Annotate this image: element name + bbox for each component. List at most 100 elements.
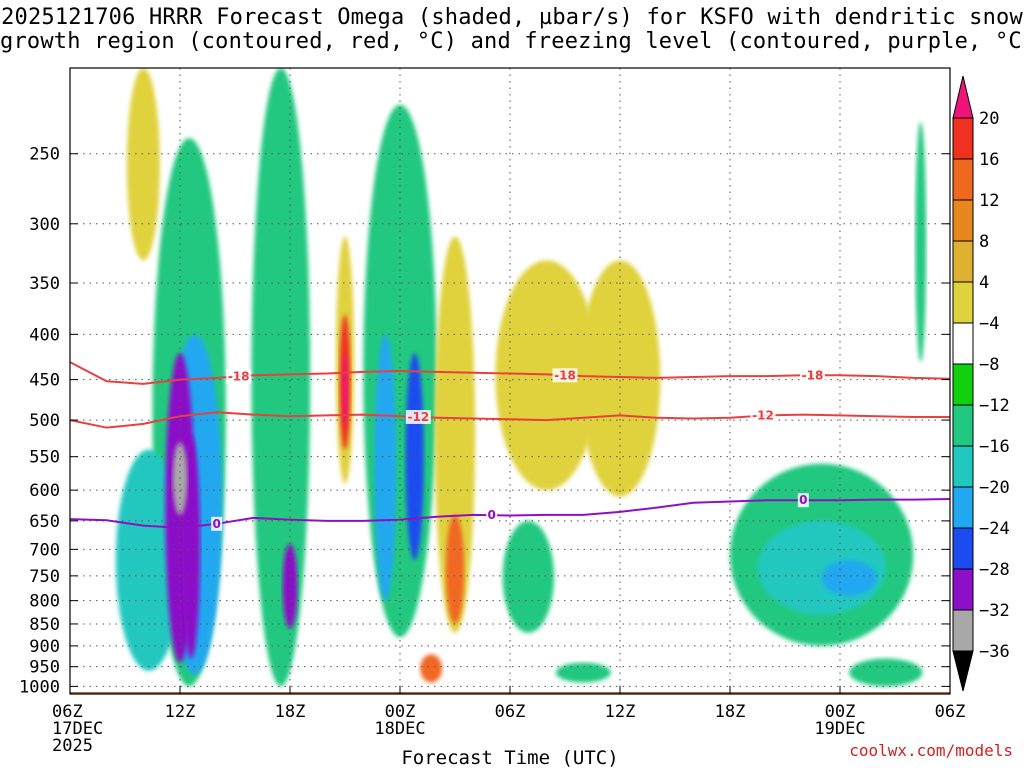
x-tick-label-30-0: 12Z (605, 702, 636, 722)
credit-text: coolwx.com/models (849, 741, 1013, 760)
y-tick-label-600: 600 (29, 481, 60, 501)
x-axis-label: Forecast Time (UTC) (401, 747, 618, 768)
colorbar-swatch-bottom (952, 650, 974, 692)
x-tick-label-0-1: 17DEC (52, 719, 103, 739)
contour-label--12: -12 (752, 409, 774, 423)
colorbar-swatch-10 (952, 486, 974, 529)
x-tick-label-36-0: 18Z (715, 702, 746, 722)
colorbar-label-11: −28 (979, 560, 1010, 580)
y-tick-label-300: 300 (29, 215, 60, 235)
contour-label--18: -18 (228, 369, 250, 383)
colorbar-label-0: 20 (979, 109, 999, 129)
omega-region-11 (342, 353, 348, 428)
x-tick-label-18-0: 00Z (385, 702, 416, 722)
colorbar-label-8: −16 (979, 437, 1010, 457)
contour-label-0: 0 (799, 493, 807, 507)
contour-label-0: 0 (212, 517, 220, 531)
omega-region-0 (126, 68, 160, 261)
grid-lines (70, 68, 950, 694)
colorbar-label-1: 16 (979, 150, 999, 170)
y-tick-label-550: 550 (29, 448, 60, 468)
colorbar-swatch-3 (952, 199, 974, 242)
colorbar-label-7: −12 (979, 396, 1010, 416)
y-tick-label-400: 400 (29, 325, 60, 345)
y-tick-label-450: 450 (29, 371, 60, 391)
colorbar-swatch-5 (952, 281, 974, 324)
contour-label--12: -12 (407, 410, 429, 424)
colorbar-swatch-0 (952, 75, 974, 119)
colorbar-label-10: −24 (979, 519, 1010, 539)
y-tick-label-750: 750 (29, 567, 60, 587)
omega-region-15 (434, 236, 476, 633)
contour-lines: -18 -18 -18 -12 -12 0 0 0 (70, 361, 950, 531)
colorbar-swatch-4 (952, 240, 974, 283)
contour-label--18: -18 (802, 368, 824, 382)
x-tick-label-18-1: 18DEC (374, 719, 425, 739)
y-tick-label-1000: 1000 (19, 677, 60, 697)
x-tick-label-42-1: 19DEC (814, 719, 865, 739)
colorbar-swatch-13 (952, 609, 974, 652)
contour-label-bg-1-1 (750, 408, 776, 423)
y-tick-label-850: 850 (29, 615, 60, 635)
colorbar: 20 16 12 8 4 −4 −8 −12 −16 −20 −24 −28 −32 −36 (952, 75, 1010, 692)
colorbar-label-5: −4 (979, 314, 999, 334)
omega-shading (115, 68, 927, 687)
x-tick-label-6-0: 12Z (165, 702, 196, 722)
colorbar-label-9: −20 (979, 478, 1010, 498)
y-tick-label-650: 650 (29, 512, 60, 532)
colorbar-swatch-6 (952, 322, 974, 365)
y-tick-label-350: 350 (29, 274, 60, 294)
omega-region-7 (251, 68, 311, 687)
contour-label-bg-1-0 (405, 409, 431, 424)
x-tick-label-0-0: 06Z (52, 702, 83, 722)
colorbar-swatch-12 (952, 568, 974, 611)
omega-region-24 (821, 560, 877, 596)
contour-label-bg-0-1 (552, 368, 578, 383)
chart-title: 2025121706 HRRR Forecast Omega (shaded, … (0, 6, 1024, 54)
omega-region-2 (115, 449, 182, 671)
y-tick-label-250: 250 (29, 145, 60, 165)
colorbar-label-4: 4 (979, 273, 989, 293)
omega-region-21 (555, 662, 611, 683)
x-tick-label-24-0: 06Z (495, 702, 526, 722)
contour-label-bg-0-2 (800, 368, 825, 383)
y-axis: 2503003504004505005506006507007508008509… (19, 145, 950, 697)
colorbar-swatch-8 (952, 404, 974, 447)
y-tick-label-900: 900 (29, 637, 60, 657)
colorbar-swatch-2 (952, 158, 974, 201)
colorbar-swatch-7 (952, 363, 974, 406)
colorbar-label-3: 8 (979, 232, 989, 252)
colorbar-label-13: −36 (979, 642, 1010, 662)
contour-label-bg-2-2 (797, 493, 809, 508)
colorbar-label-2: 12 (979, 191, 999, 211)
colorbar-label-12: −32 (979, 601, 1010, 621)
colorbar-swatch-9 (952, 445, 974, 488)
y-tick-label-800: 800 (29, 592, 60, 612)
omega-region-17 (420, 654, 443, 683)
colorbar-swatch-1 (952, 117, 974, 160)
omega-region-25 (915, 121, 927, 363)
contour-label-0: 0 (487, 508, 495, 522)
omega-region-16 (445, 514, 465, 624)
contour-label-bg-2-1 (486, 508, 498, 523)
chart-title-line-2: growth region (contoured, red, °C) and f… (0, 29, 1024, 54)
y-tick-label-500: 500 (29, 411, 60, 431)
omega-region-13 (374, 334, 397, 601)
x-tick-label-48-0: 06Z (935, 702, 966, 722)
x-tick-label-0-2: 2025 (52, 736, 93, 756)
y-tick-label-950: 950 (29, 658, 60, 678)
y-tick-label-700: 700 (29, 540, 60, 560)
x-tick-label-12-0: 18Z (275, 702, 306, 722)
omega-region-19 (579, 260, 661, 497)
colorbar-swatch-11 (952, 527, 974, 570)
colorbar-label-6: −8 (979, 355, 999, 375)
omega-region-20 (502, 520, 554, 633)
omega-region-26 (849, 658, 923, 687)
contour-label-bg-0-0 (226, 369, 252, 384)
omega-region-8 (282, 543, 298, 629)
chart-title-line-1: 2025121706 HRRR Forecast Omega (shaded, … (1, 5, 1023, 30)
contour-label--18: -18 (554, 368, 576, 382)
